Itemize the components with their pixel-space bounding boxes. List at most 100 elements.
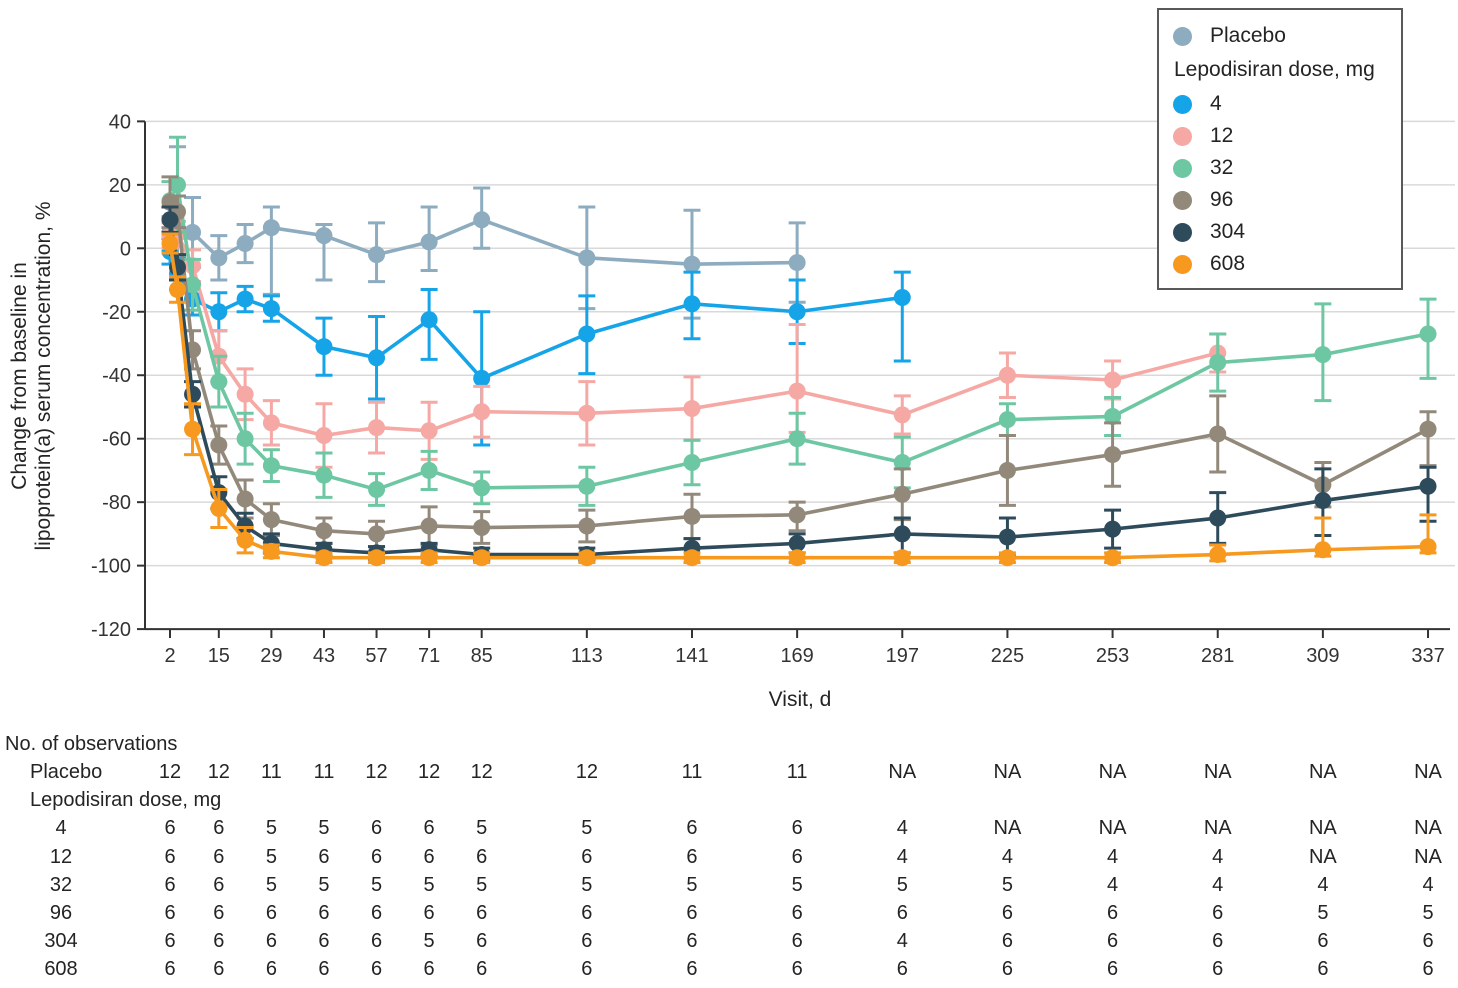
obs-value: 5 xyxy=(581,874,593,896)
data-point-4 xyxy=(683,295,701,313)
x-tick-label: 225 xyxy=(991,645,1024,667)
obs-value: 6 xyxy=(1001,902,1013,924)
x-tick-label: 85 xyxy=(471,645,493,667)
data-point-608 xyxy=(1314,541,1332,559)
obs-value: NA xyxy=(1098,817,1127,839)
data-point-Placebo xyxy=(262,219,280,237)
x-tick-label: 337 xyxy=(1411,645,1444,667)
data-point-4 xyxy=(420,311,438,329)
data-point-608 xyxy=(1209,546,1227,564)
data-point-12 xyxy=(368,419,386,437)
obs-value: 6 xyxy=(1107,930,1119,952)
data-point-4 xyxy=(210,303,228,321)
data-point-96 xyxy=(998,461,1016,479)
x-tick-label: 309 xyxy=(1306,645,1339,667)
data-point-Placebo xyxy=(578,249,596,267)
obs-value: NA xyxy=(1414,846,1442,868)
obs-value: 4 xyxy=(1212,874,1224,896)
obs-value: NA xyxy=(1203,817,1232,839)
obs-value: 12 xyxy=(575,761,598,783)
obs-value: 6 xyxy=(213,902,225,924)
obs-value: 6 xyxy=(791,958,803,980)
data-point-96 xyxy=(1104,446,1122,464)
obs-value: 6 xyxy=(265,902,277,924)
legend-item-dose-96: 96 xyxy=(1173,184,1401,216)
obs-value: 5 xyxy=(318,874,330,896)
data-point-Placebo xyxy=(210,249,228,267)
data-point-32 xyxy=(262,457,280,475)
obs-value: 6 xyxy=(1001,930,1013,952)
x-tick-label: 141 xyxy=(675,645,708,667)
data-point-304 xyxy=(893,525,911,543)
obs-value: 6 xyxy=(1107,902,1119,924)
obs-value: 6 xyxy=(213,930,225,952)
data-point-4 xyxy=(368,349,386,367)
obs-value: 4 xyxy=(1317,874,1329,896)
obs-value: 12 xyxy=(207,761,230,783)
data-point-Placebo xyxy=(368,246,386,264)
obs-value: 6 xyxy=(581,930,593,952)
obs-row-label-12: 12 xyxy=(49,846,73,868)
obs-value: 6 xyxy=(213,874,225,896)
obs-value: 6 xyxy=(1422,930,1434,952)
obs-row-label-304: 304 xyxy=(44,930,78,952)
legend-label-dose-608: 608 xyxy=(1210,252,1246,275)
data-point-32 xyxy=(1209,354,1227,372)
data-point-12 xyxy=(788,382,806,400)
obs-row-label-96: 96 xyxy=(49,902,73,924)
x-tick-label: 43 xyxy=(313,645,335,667)
obs-value: 6 xyxy=(164,930,176,952)
data-point-4 xyxy=(578,325,596,343)
y-tick-label: -100 xyxy=(91,556,131,578)
legend-label-dose-12: 12 xyxy=(1210,124,1234,147)
obs-row-label-lepodisiran-dose-mg: Lepodisiran dose, mg xyxy=(30,789,222,811)
data-point-32 xyxy=(998,411,1016,429)
obs-value: 4 xyxy=(896,930,908,952)
obs-value: NA xyxy=(993,817,1022,839)
obs-value: 6 xyxy=(1212,930,1224,952)
obs-value: NA xyxy=(1414,761,1442,783)
data-point-32 xyxy=(169,176,187,194)
obs-value: 6 xyxy=(318,902,330,924)
data-point-96 xyxy=(420,517,438,535)
obs-value: 5 xyxy=(318,817,330,839)
obs-value: 6 xyxy=(318,930,330,952)
data-point-32 xyxy=(315,466,333,484)
data-point-608 xyxy=(169,281,187,299)
data-point-304 xyxy=(1419,477,1437,495)
data-point-96 xyxy=(473,519,491,537)
x-tick-label: 169 xyxy=(780,645,813,667)
legend-swatch-dose-96 xyxy=(1173,190,1192,210)
data-point-96 xyxy=(1209,425,1227,443)
obs-value: 6 xyxy=(164,817,176,839)
data-point-96 xyxy=(368,525,386,543)
obs-value: 4 xyxy=(1107,874,1119,896)
x-tick-label: 197 xyxy=(886,645,919,667)
obs-value: 6 xyxy=(164,846,176,868)
obs-value: 5 xyxy=(1001,874,1013,896)
y-tick-label: 0 xyxy=(120,238,131,260)
obs-row-label-placebo: Placebo xyxy=(30,761,103,783)
data-point-12 xyxy=(998,366,1016,384)
obs-value: 6 xyxy=(791,817,803,839)
obs-value: 4 xyxy=(1422,874,1434,896)
obs-value: 6 xyxy=(370,930,383,952)
data-point-304 xyxy=(236,517,254,535)
obs-value: 12 xyxy=(365,761,388,783)
obs-value: 6 xyxy=(1212,902,1224,924)
data-point-608 xyxy=(315,549,333,567)
data-point-32 xyxy=(1104,407,1122,425)
legend-item-dose-4: 4 xyxy=(1173,88,1401,120)
data-point-304 xyxy=(1209,509,1227,527)
data-point-12 xyxy=(473,403,491,421)
data-point-Placebo xyxy=(788,254,806,272)
data-point-96 xyxy=(893,485,911,503)
obs-value: 6 xyxy=(318,958,330,980)
data-point-4 xyxy=(262,300,280,318)
legend-swatch-dose-304 xyxy=(1173,222,1192,242)
data-point-32 xyxy=(368,480,386,498)
obs-row-label-608: 608 xyxy=(44,958,78,980)
obs-value: 6 xyxy=(896,958,908,980)
obs-value: 5 xyxy=(1422,902,1434,924)
legend-swatch-placebo xyxy=(1173,26,1192,46)
